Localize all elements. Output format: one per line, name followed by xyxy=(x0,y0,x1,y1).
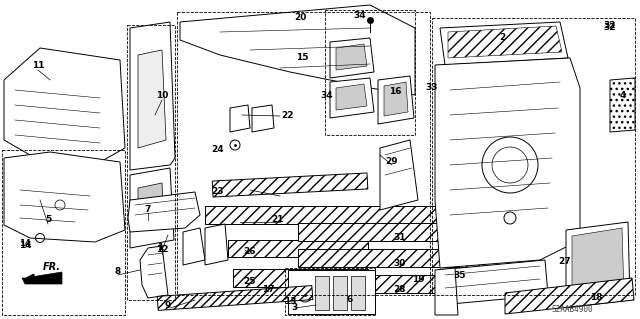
Text: 35: 35 xyxy=(454,271,467,280)
Text: 11: 11 xyxy=(32,62,44,70)
Polygon shape xyxy=(4,152,125,242)
Polygon shape xyxy=(205,224,228,265)
Polygon shape xyxy=(335,292,352,315)
Text: 15: 15 xyxy=(296,54,308,63)
Text: 8: 8 xyxy=(115,268,121,277)
Polygon shape xyxy=(288,270,375,314)
Text: 16: 16 xyxy=(388,87,401,97)
Text: 19: 19 xyxy=(412,276,424,285)
Polygon shape xyxy=(440,22,568,65)
Polygon shape xyxy=(336,84,367,110)
Bar xyxy=(212,173,368,197)
Text: 23: 23 xyxy=(212,188,224,197)
Text: 34: 34 xyxy=(354,11,366,19)
Text: 26: 26 xyxy=(244,248,256,256)
Text: 32: 32 xyxy=(604,24,616,33)
Text: 1: 1 xyxy=(157,243,163,253)
Polygon shape xyxy=(128,192,200,232)
Text: FR.: FR. xyxy=(43,262,61,272)
Polygon shape xyxy=(4,48,125,162)
Bar xyxy=(232,269,367,287)
Polygon shape xyxy=(435,58,580,268)
Bar xyxy=(298,275,483,293)
Bar xyxy=(205,206,485,224)
Polygon shape xyxy=(336,44,367,70)
Polygon shape xyxy=(333,276,347,310)
Text: 32: 32 xyxy=(604,20,616,29)
Text: 27: 27 xyxy=(559,257,572,266)
Polygon shape xyxy=(610,78,635,132)
Text: 21: 21 xyxy=(272,216,284,225)
Polygon shape xyxy=(351,276,365,310)
Text: 13: 13 xyxy=(284,298,296,307)
Text: 18: 18 xyxy=(589,293,602,302)
Polygon shape xyxy=(448,26,562,58)
Polygon shape xyxy=(252,105,274,132)
Text: 22: 22 xyxy=(282,110,294,120)
Bar xyxy=(298,223,483,241)
Polygon shape xyxy=(566,222,630,308)
Polygon shape xyxy=(380,140,418,210)
Text: 25: 25 xyxy=(244,278,256,286)
Polygon shape xyxy=(572,228,624,302)
Polygon shape xyxy=(438,260,548,305)
Polygon shape xyxy=(22,272,62,284)
Text: 10: 10 xyxy=(156,92,168,100)
Text: 9: 9 xyxy=(165,301,171,310)
Polygon shape xyxy=(130,22,175,170)
Polygon shape xyxy=(183,228,205,265)
Bar xyxy=(228,240,368,256)
Text: 24: 24 xyxy=(212,145,224,154)
Text: 3: 3 xyxy=(292,303,298,313)
Polygon shape xyxy=(130,168,174,248)
Text: 6: 6 xyxy=(347,295,353,305)
Text: 12: 12 xyxy=(156,246,168,255)
Text: 5: 5 xyxy=(45,216,51,225)
Polygon shape xyxy=(230,105,250,132)
Bar xyxy=(298,249,483,267)
Polygon shape xyxy=(378,76,414,124)
Text: 17: 17 xyxy=(262,286,275,294)
Polygon shape xyxy=(505,278,634,314)
Polygon shape xyxy=(140,246,168,298)
Text: 29: 29 xyxy=(386,158,398,167)
Text: 33: 33 xyxy=(426,84,438,93)
Text: 28: 28 xyxy=(394,286,406,294)
Text: 31: 31 xyxy=(394,234,406,242)
Text: 7: 7 xyxy=(145,205,151,214)
Text: 2: 2 xyxy=(499,33,505,42)
Text: S2AAB4900: S2AAB4900 xyxy=(551,306,593,315)
Text: 14: 14 xyxy=(19,241,31,249)
Polygon shape xyxy=(316,295,332,315)
Bar xyxy=(157,286,313,310)
Polygon shape xyxy=(315,276,329,310)
Polygon shape xyxy=(138,50,166,148)
Text: 4: 4 xyxy=(620,91,626,100)
Polygon shape xyxy=(435,268,458,315)
Text: 20: 20 xyxy=(294,13,306,23)
Text: 30: 30 xyxy=(394,259,406,269)
Polygon shape xyxy=(330,78,374,118)
Text: 14: 14 xyxy=(19,240,31,249)
Polygon shape xyxy=(180,5,415,95)
Text: 34: 34 xyxy=(321,91,333,100)
Polygon shape xyxy=(330,38,374,78)
Polygon shape xyxy=(384,82,408,116)
Polygon shape xyxy=(138,183,164,230)
